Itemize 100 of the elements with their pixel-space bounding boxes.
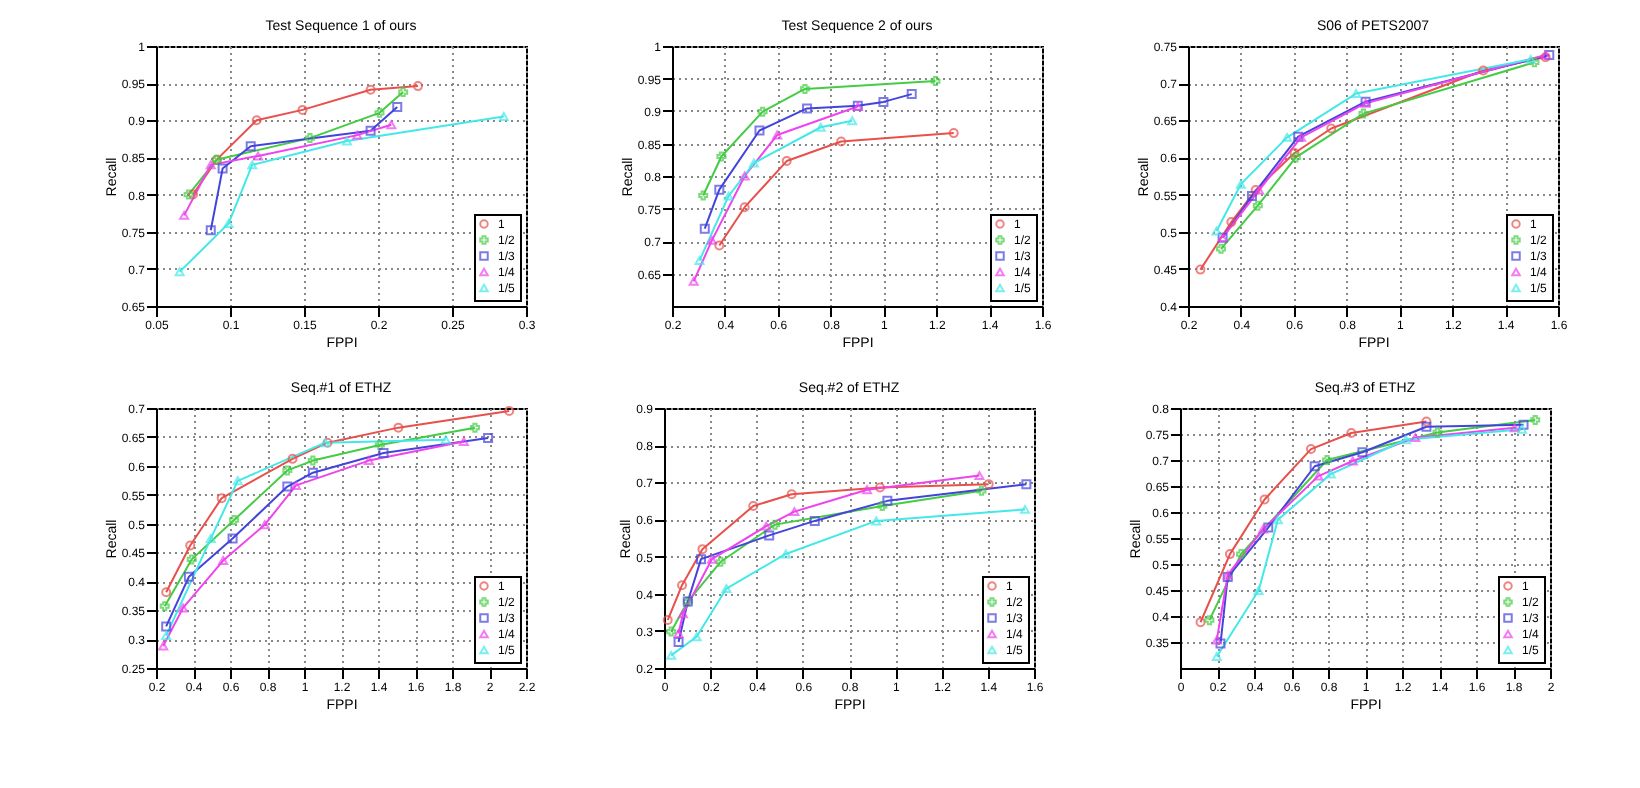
point [1309,461,1320,472]
point [297,104,308,115]
point [799,83,810,94]
point [748,158,759,168]
point [781,156,792,167]
point [247,160,258,170]
point [216,493,227,504]
point [694,256,705,265]
point [1021,479,1032,490]
point [218,556,229,565]
point [1226,217,1237,228]
line-series [205,101,403,236]
point [815,122,826,132]
point [1272,515,1283,525]
point [205,225,216,236]
point [158,641,169,651]
point [159,601,170,612]
point [714,184,725,195]
line-series [666,504,1030,660]
point [1263,522,1274,533]
point [223,219,234,229]
point [706,554,717,564]
point [721,584,732,593]
point [772,130,783,140]
point [1259,494,1270,505]
point [483,433,494,444]
line-series [159,422,480,612]
point [232,476,243,486]
point [770,519,780,530]
line-series [179,120,397,220]
point [183,571,194,582]
point [251,115,262,126]
point [179,210,190,220]
point [205,534,216,544]
point [878,96,889,107]
point [802,103,813,114]
point [1421,421,1432,432]
point [754,125,765,136]
point [974,471,985,481]
point [1432,427,1443,438]
point [673,637,684,647]
point [906,89,917,100]
point [378,448,389,459]
point [761,521,772,531]
point [877,501,888,512]
point [458,437,469,446]
point [227,533,238,544]
point [666,650,677,660]
point [1358,108,1369,119]
point [1224,549,1235,560]
point [1400,435,1411,445]
point [386,120,397,130]
point [748,501,759,512]
point [677,609,688,619]
point [174,267,185,277]
point [786,489,797,500]
point [217,163,228,174]
point [1347,456,1358,466]
point [1351,89,1362,99]
point [161,621,172,632]
point [392,101,403,112]
point [882,495,893,506]
point [930,76,941,87]
point [1019,504,1030,514]
point [185,540,196,551]
point [1326,123,1337,134]
point [498,112,509,122]
point [1258,524,1269,534]
point [307,455,318,466]
point [1253,586,1264,595]
point [874,482,885,493]
point [229,515,240,526]
line-series [698,76,941,201]
point [716,151,727,162]
point [715,556,726,567]
point [341,136,352,146]
point [352,130,363,140]
point [1313,471,1324,481]
point [699,223,710,234]
point [1290,152,1301,163]
line-series [673,479,1032,647]
point [186,554,197,565]
point [291,480,302,490]
point [1346,427,1357,438]
point [398,87,409,98]
point [871,516,882,526]
point [698,190,709,201]
point [440,435,451,445]
point [287,453,298,464]
point [304,133,315,144]
point [757,106,768,117]
point [1517,424,1528,434]
point [1289,147,1300,158]
point [697,544,708,555]
point [363,456,374,466]
point [1211,652,1222,662]
point [1252,200,1263,211]
point [1530,414,1541,425]
point [1357,447,1368,458]
point [1211,226,1222,236]
